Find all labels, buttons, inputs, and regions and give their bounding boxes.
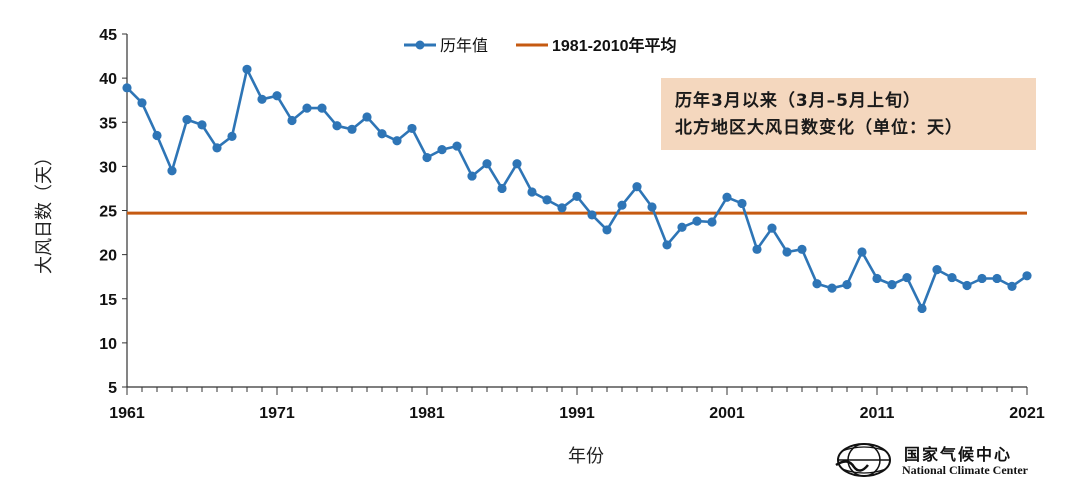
x-tick-label: 1961 — [109, 405, 145, 422]
series-group — [122, 64, 1032, 314]
data-point-2002 — [737, 198, 747, 209]
data-point-1969 — [242, 64, 252, 74]
data-point-1970 — [257, 94, 267, 104]
x-ticks: 1961 1971 1981 1991 2001 2011 2021 — [109, 387, 1045, 422]
data-point-1978 — [377, 129, 387, 139]
data-point-1983 — [452, 141, 462, 151]
data-point-1990 — [557, 203, 567, 213]
legend-marker-annual — [415, 40, 425, 50]
data-point-2005 — [782, 247, 792, 257]
x-axis-title: 年份 — [568, 446, 604, 467]
y-tick-label: 25 — [99, 204, 117, 221]
data-point-1975 — [332, 121, 342, 131]
data-point-1993 — [602, 225, 612, 235]
cma-logo-icon — [835, 443, 891, 477]
chart-title-line-1: 历年3月以来（3月–5月上旬） — [675, 91, 921, 111]
y-tick-label: 20 — [99, 248, 117, 265]
data-point-2011 — [872, 273, 882, 284]
data-point-2006 — [797, 244, 807, 254]
legend-label-annual: 历年值 — [440, 36, 488, 55]
data-point-2008 — [827, 283, 837, 293]
legend-label-average: 1981-2010年平均 — [552, 36, 677, 55]
data-point-1992 — [587, 210, 597, 220]
x-tick-label: 2021 — [1009, 405, 1045, 422]
data-point-2012 — [887, 280, 897, 290]
data-point-1994 — [617, 200, 627, 210]
data-point-1997 — [662, 240, 672, 250]
data-point-1991 — [572, 191, 582, 201]
data-point-1972 — [287, 115, 297, 126]
data-point-2000 — [707, 217, 717, 227]
legend: 历年值 1981-2010年平均 — [404, 36, 677, 55]
data-point-2020 — [1007, 281, 1017, 291]
data-point-1977 — [362, 112, 372, 122]
data-point-1981 — [422, 152, 432, 163]
x-tick-label: 2001 — [709, 405, 745, 422]
data-point-2001 — [722, 192, 732, 202]
x-tick-label: 1991 — [559, 405, 595, 422]
logo-name-en: National Climate Center — [902, 463, 1028, 477]
data-point-1987 — [512, 159, 522, 169]
data-point-1963 — [152, 130, 162, 141]
data-point-2016 — [947, 272, 957, 283]
data-point-1965 — [182, 115, 192, 125]
data-point-1967 — [212, 143, 222, 153]
chart-title-box: 历年3月以来（3月–5月上旬） 北方地区大风日数变化（单位：天） — [661, 78, 1036, 150]
data-point-1980 — [407, 123, 417, 134]
data-point-2019 — [992, 273, 1002, 284]
data-point-1976 — [347, 124, 357, 134]
data-point-1979 — [392, 136, 402, 146]
data-point-2009 — [842, 280, 852, 290]
x-tick-label: 1971 — [259, 405, 295, 422]
data-point-1973 — [302, 103, 312, 113]
chart-title-line-2: 北方地区大风日数变化（单位：天） — [675, 118, 963, 138]
data-point-1964 — [167, 166, 177, 176]
data-point-1999 — [692, 216, 702, 226]
data-point-2010 — [857, 247, 867, 257]
x-tick-label: 1981 — [409, 405, 445, 422]
x-tick-label: 2011 — [860, 405, 895, 422]
data-point-1989 — [542, 195, 552, 205]
y-axis-title: 大风日数（天） — [34, 148, 55, 274]
y-ticks: 5 10 15 20 25 30 35 40 45 — [99, 27, 127, 397]
data-point-1988 — [527, 187, 537, 197]
data-point-2015 — [932, 265, 942, 275]
data-point-1996 — [647, 202, 657, 212]
data-point-1995 — [632, 182, 642, 192]
data-point-1961 — [122, 83, 132, 93]
data-point-2013 — [902, 272, 912, 283]
data-point-2014 — [917, 303, 927, 314]
data-point-1968 — [227, 131, 237, 141]
y-tick-label: 10 — [99, 336, 117, 353]
y-tick-label: 5 — [108, 380, 117, 397]
y-tick-label: 45 — [99, 27, 117, 44]
data-point-2017 — [962, 280, 972, 291]
data-point-2007 — [812, 279, 822, 289]
logo: 国家气候中心 National Climate Center — [834, 439, 1064, 481]
data-point-2003 — [752, 244, 762, 254]
data-point-1986 — [497, 183, 507, 194]
data-point-1982 — [437, 145, 447, 155]
y-tick-label: 40 — [99, 71, 117, 88]
data-point-1966 — [197, 120, 207, 130]
data-point-1971 — [272, 91, 282, 101]
data-point-1985 — [482, 159, 492, 169]
data-point-1962 — [137, 98, 147, 108]
data-point-1998 — [677, 222, 687, 232]
data-point-2021 — [1022, 271, 1032, 281]
y-tick-label: 35 — [99, 115, 117, 132]
data-point-2018 — [977, 273, 987, 284]
data-point-1984 — [467, 171, 477, 181]
data-point-1974 — [317, 103, 327, 113]
y-tick-label: 30 — [99, 159, 117, 176]
y-tick-label: 15 — [99, 292, 117, 309]
data-point-2004 — [767, 223, 777, 233]
logo-name-cn: 国家气候中心 — [904, 445, 1013, 464]
